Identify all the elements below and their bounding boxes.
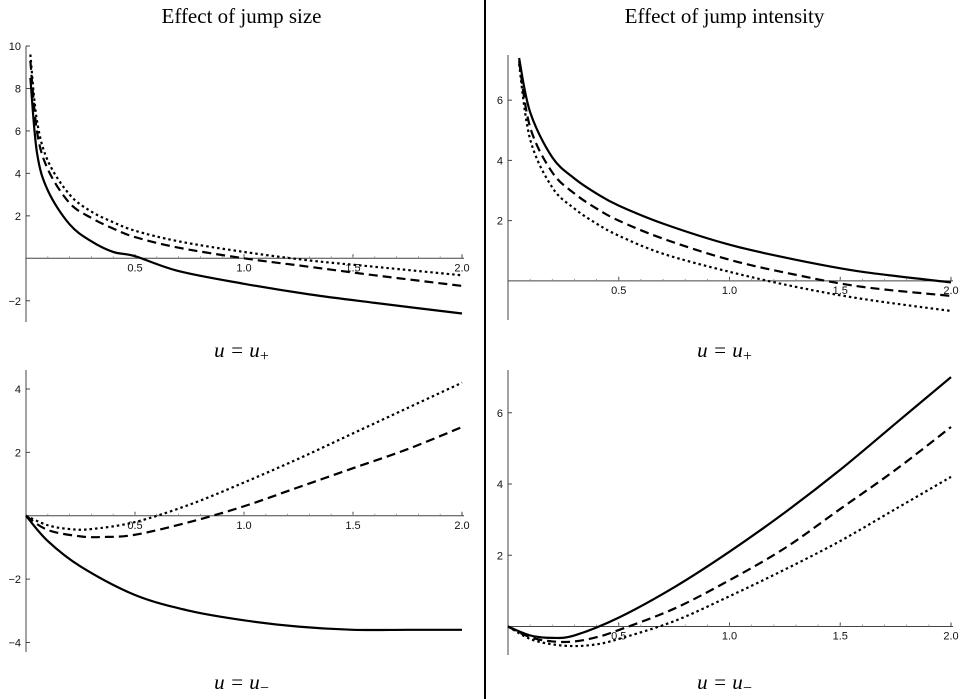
x-tick-label: 1.0 [236, 520, 251, 532]
x-tick-label: 0.5 [127, 520, 142, 532]
series-line-dashed [25, 426, 463, 539]
series-line-dashed [517, 60, 952, 298]
series-line-dotted [507, 475, 952, 648]
series-line-dashed [507, 426, 952, 644]
y-tick-label: −2 [8, 296, 21, 308]
x-tick-label: 0.5 [127, 262, 142, 274]
y-tick-label: 2 [497, 216, 503, 228]
caption-subscript: + [259, 348, 269, 365]
chart-panel-jump-size-minus: 0.5 1.0 1.5 2.0 −4 −2 2 4 [8, 370, 470, 652]
caption-main: u = u [214, 670, 260, 694]
series-line-solid [29, 77, 463, 315]
caption-bottom-left: u = u− [0, 670, 483, 697]
y-tick-label: 6 [497, 408, 503, 420]
x-tick-label: 2.0 [454, 520, 469, 532]
right-column-title: Effect of jump intensity [624, 4, 825, 28]
column-divider [484, 0, 486, 699]
y-tick-label: 6 [497, 95, 503, 107]
chart-panel-jump-intensity-plus: 0.5 1.0 1.5 2.0 2 4 6 [497, 55, 959, 320]
x-tick-label: 2.0 [454, 262, 469, 274]
y-tick-label: 6 [15, 126, 21, 138]
x-tick-label: 2.0 [943, 631, 958, 643]
x-tick-label: 2.0 [943, 285, 958, 297]
y-tick-label: 8 [15, 83, 21, 95]
y-tick-label: 10 [9, 41, 21, 53]
caption-top-left: u = u+ [0, 338, 483, 365]
x-tick-label: 1.0 [236, 262, 251, 274]
series-line-solid [507, 376, 952, 640]
x-tick-label: 0.5 [611, 285, 626, 297]
left-column-title: Effect of jump size [161, 4, 322, 28]
series-line-dotted [29, 54, 463, 277]
y-tick-label: 4 [497, 479, 503, 491]
caption-main: u = u [697, 338, 743, 362]
y-tick-label: 4 [497, 155, 503, 167]
series-line-dotted [25, 381, 463, 531]
series-line-solid [518, 57, 952, 284]
x-tick-label: 1.5 [833, 631, 848, 643]
y-tick-label: 2 [15, 211, 21, 223]
x-tick-label: 1.5 [833, 285, 848, 297]
y-tick-label: 2 [497, 550, 503, 562]
caption-subscript: − [742, 680, 752, 697]
y-tick-label: −2 [8, 574, 21, 586]
caption-subscript: + [742, 348, 752, 365]
x-tick-label: 1.0 [722, 631, 737, 643]
caption-subscript: − [259, 680, 269, 697]
caption-bottom-right: u = u− [486, 670, 963, 697]
series-line-solid [25, 515, 462, 632]
x-tick-label: 1.5 [345, 520, 360, 532]
caption-top-right: u = u+ [486, 338, 963, 365]
y-tick-label: 2 [15, 447, 21, 459]
caption-main: u = u [697, 670, 743, 694]
y-tick-label: −4 [8, 637, 21, 649]
y-tick-label: 4 [15, 384, 21, 396]
series-line-dotted [517, 63, 952, 313]
series-line-dashed [29, 60, 463, 288]
x-tick-label: 1.0 [722, 285, 737, 297]
caption-main: u = u [214, 338, 260, 362]
y-tick-label: 4 [15, 168, 21, 180]
